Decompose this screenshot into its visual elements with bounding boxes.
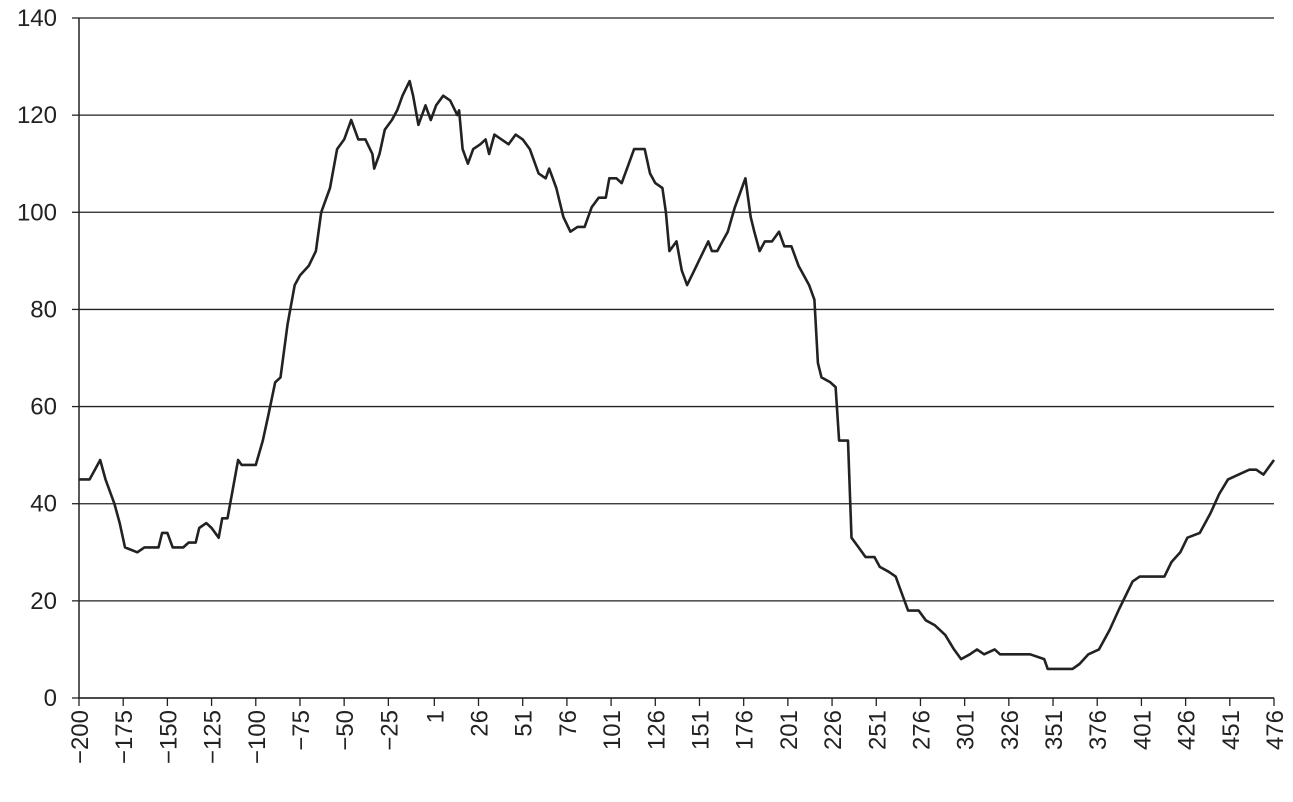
x-tick-label: 426 xyxy=(1174,710,1201,750)
y-tick-label: 0 xyxy=(44,685,57,712)
x-tick-label: 101 xyxy=(599,710,626,750)
x-tick-label: 1 xyxy=(422,710,449,723)
x-tick-label: 451 xyxy=(1218,710,1245,750)
x-tick-label: −25 xyxy=(376,710,403,751)
y-tick-label: 20 xyxy=(30,588,57,615)
x-tick-label: 276 xyxy=(908,710,935,750)
x-tick-label: −75 xyxy=(288,710,315,751)
y-tick-label: 60 xyxy=(30,394,57,421)
x-tick-label: −200 xyxy=(67,710,94,764)
y-tick-label: 80 xyxy=(30,296,57,323)
x-tick-label: −150 xyxy=(155,710,182,764)
x-tick-label: 151 xyxy=(687,710,714,750)
x-tick-label: 351 xyxy=(1041,710,1068,750)
x-tick-label: −100 xyxy=(244,710,271,764)
y-tick-label: 40 xyxy=(30,491,57,518)
x-tick-label: −125 xyxy=(200,710,227,764)
x-tick-label: 76 xyxy=(555,710,582,737)
x-tick-label: 326 xyxy=(997,710,1024,750)
x-tick-label: −175 xyxy=(111,710,138,764)
y-tick-label: 100 xyxy=(17,199,57,226)
y-tick-label: 120 xyxy=(17,102,57,129)
x-tick-label: 226 xyxy=(820,710,847,750)
y-tick-label: 140 xyxy=(17,5,57,32)
x-tick-label: −50 xyxy=(332,710,359,751)
x-tick-label: 301 xyxy=(953,710,980,750)
x-tick-label: 176 xyxy=(732,710,759,750)
x-tick-label: 401 xyxy=(1129,710,1156,750)
x-tick-label: 251 xyxy=(864,710,891,750)
data-line xyxy=(79,79,1276,671)
x-tick-label: 26 xyxy=(467,710,494,737)
x-tick-label: 376 xyxy=(1085,710,1112,750)
x-tick-label: 476 xyxy=(1262,710,1289,750)
x-tick-label: 126 xyxy=(643,710,670,750)
x-tick-label: 51 xyxy=(511,710,538,737)
x-tick-label: 201 xyxy=(776,710,803,750)
